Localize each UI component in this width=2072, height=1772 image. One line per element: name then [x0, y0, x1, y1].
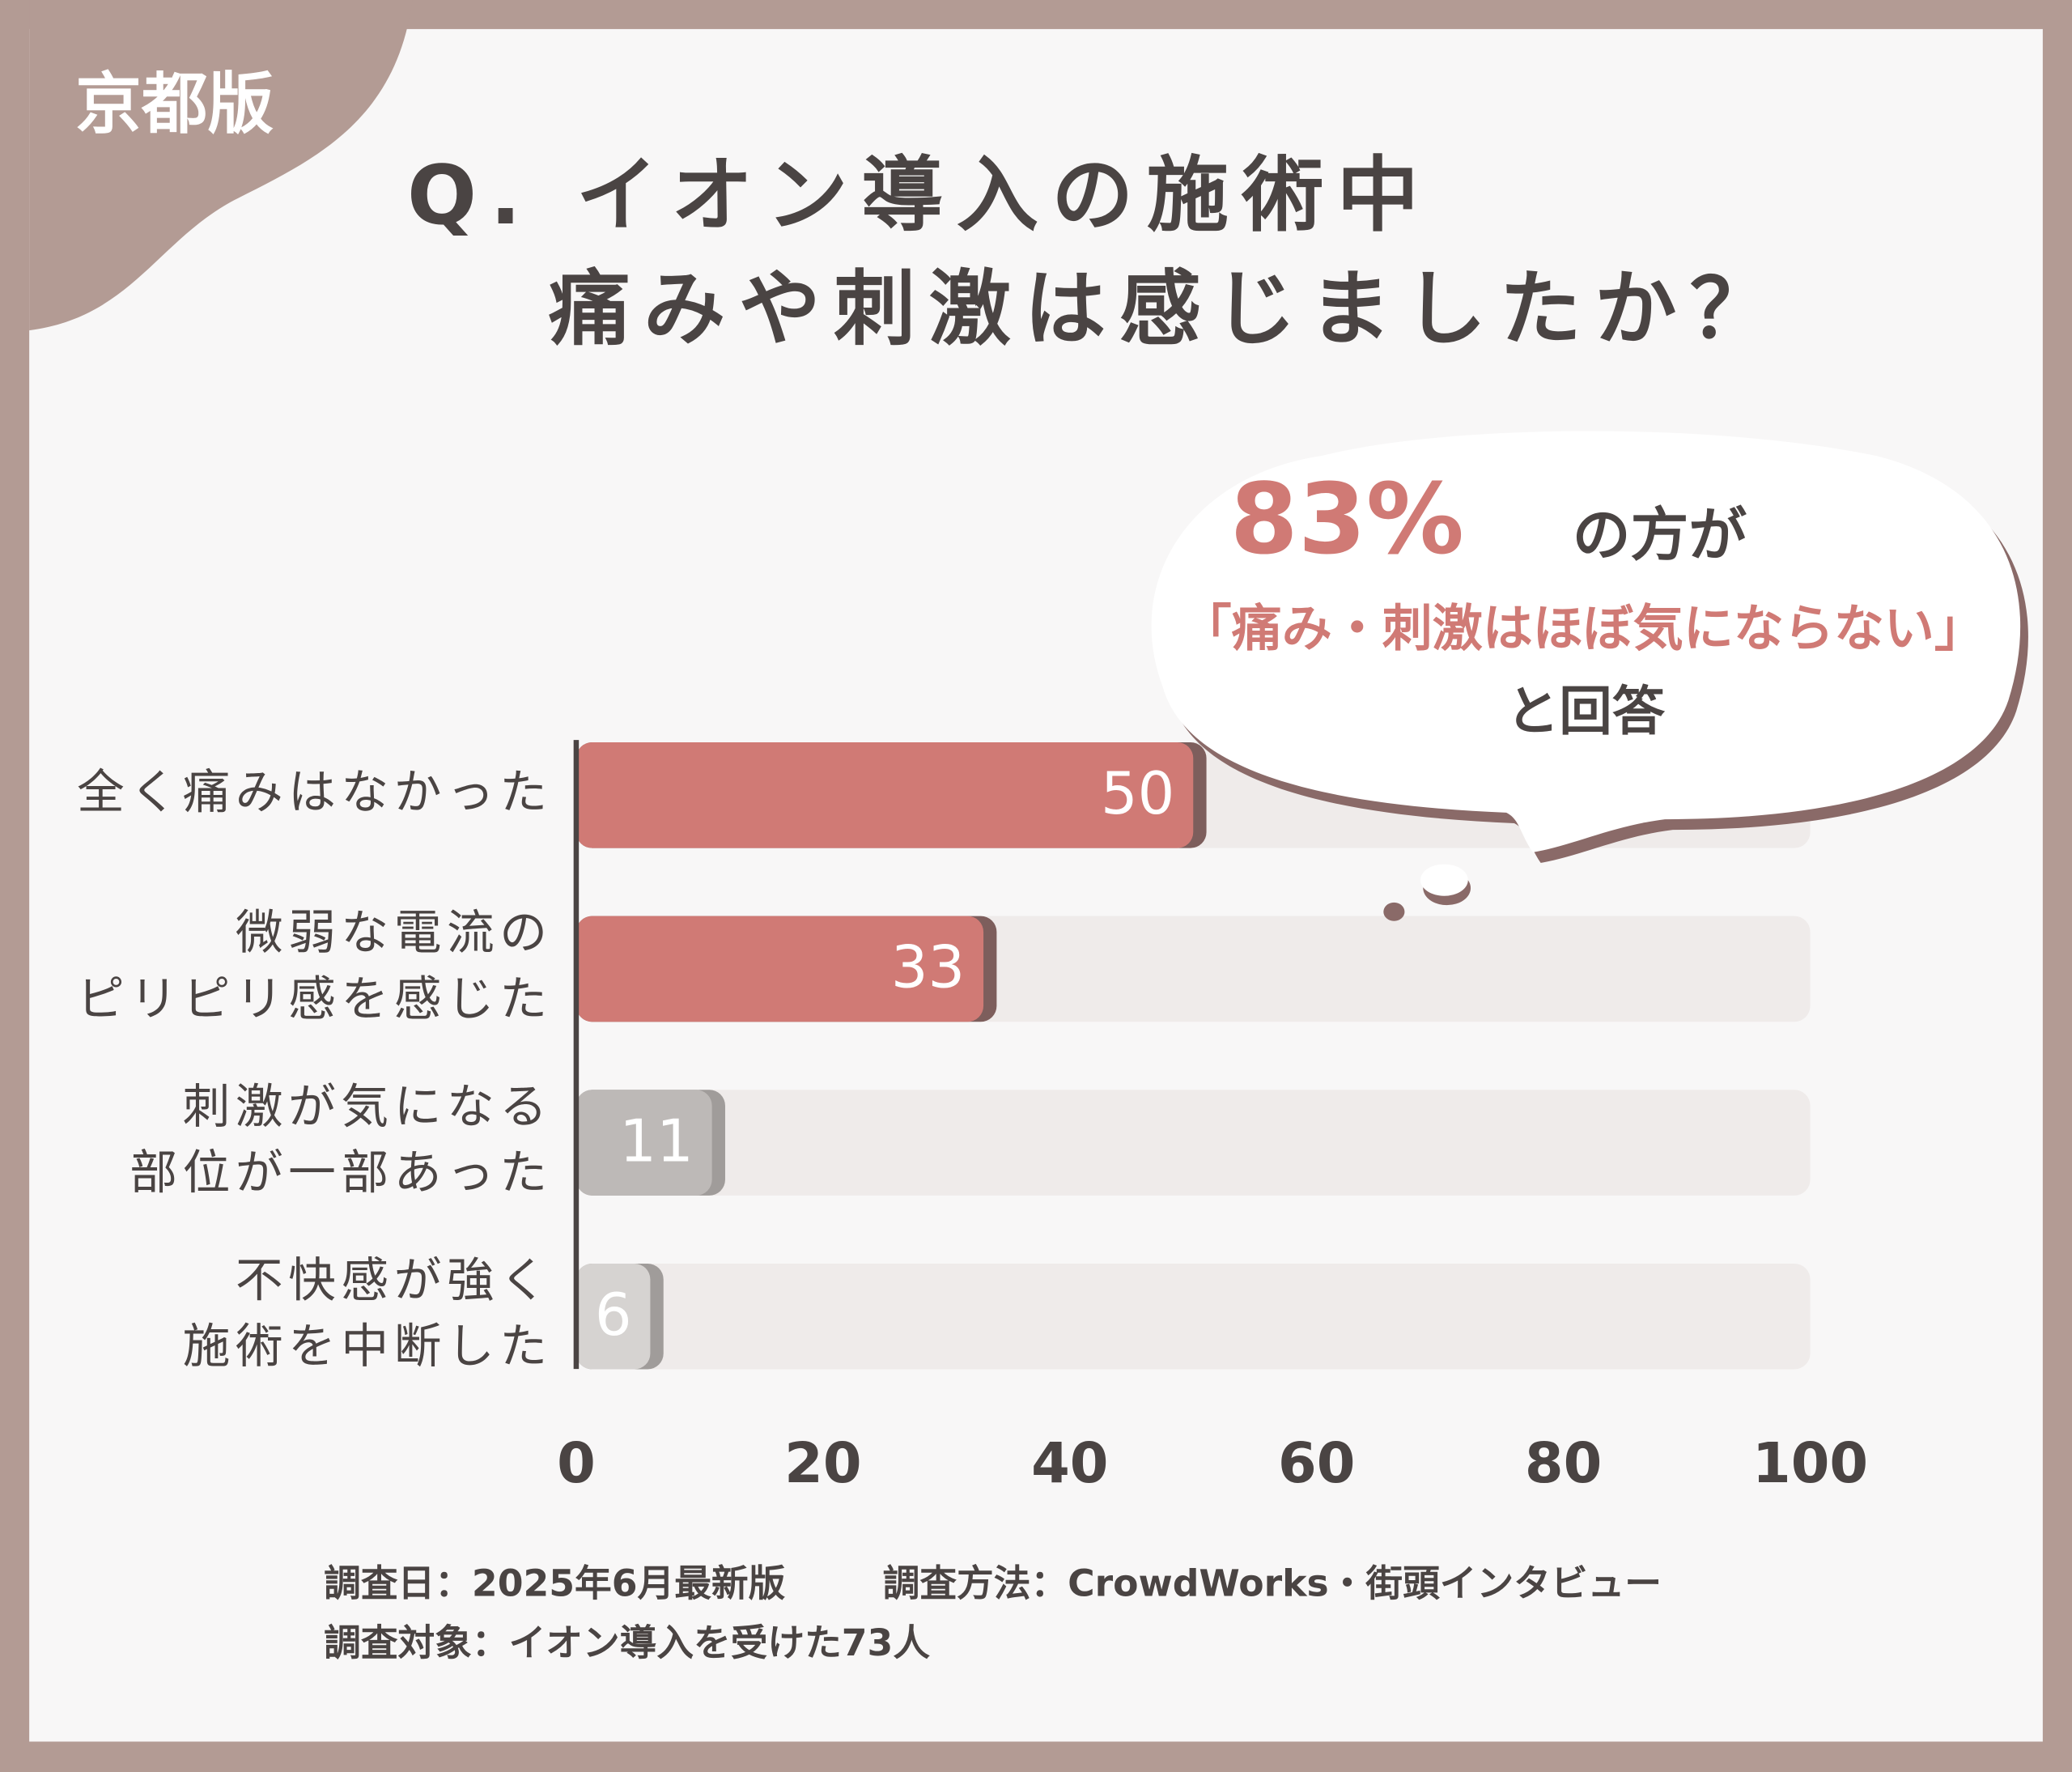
callout-text: の方が [1573, 501, 1747, 569]
y-tick-label: 全く痛みはなかった [77, 763, 553, 819]
bar-track [575, 1263, 1811, 1370]
bar-track [575, 1090, 1811, 1196]
y-tick-label: 部位が一部あった [130, 1145, 552, 1200]
footer: 調査方法：CrowdWorks・街頭インタビュー [883, 1562, 1662, 1604]
callout-bubble [1151, 431, 2021, 852]
x-tick-label: 80 [1525, 1431, 1602, 1496]
x-tick-label: 20 [784, 1431, 861, 1496]
badge: 京都版 [75, 66, 274, 142]
value-label: 50 [1101, 759, 1174, 827]
footer: 調査対象：イオン導入を受けた73人 [324, 1621, 930, 1664]
x-tick-label: 40 [1031, 1431, 1108, 1496]
y-tick-label: 微弱な電流の [236, 904, 553, 960]
callout-tail: と回答 [1506, 681, 1666, 742]
x-tick-label: 100 [1752, 1431, 1868, 1496]
title: 痛みや刺激は感じましたか？ [549, 261, 1785, 356]
bar [575, 742, 1194, 848]
panel [29, 28, 2043, 1742]
value-label: 11 [619, 1107, 693, 1175]
callout-highlight: 83% [1230, 463, 1464, 576]
x-tick-label: 60 [1278, 1431, 1355, 1496]
y-tick-label: 不快感が強く [236, 1252, 553, 1308]
y-tick-label: 施術を中断した [183, 1318, 553, 1374]
x-tick-label: 0 [557, 1431, 596, 1496]
bar [575, 916, 984, 1022]
y-tick-label: ピリピリ感を感じた [77, 971, 553, 1026]
title: Q. イオン導入の施術中 [407, 147, 1432, 243]
footer: 調査日：2025年6月最新版 [324, 1562, 785, 1604]
bubble-dot [1420, 864, 1468, 896]
value-label: 33 [891, 933, 965, 1001]
y-tick-label: 刺激が気になる [183, 1078, 553, 1134]
value-label: 6 [595, 1281, 632, 1349]
bubble-dot [1383, 902, 1405, 921]
callout: 83% の方が 「痛み・刺激はほぼ気にならない」 と回答 [1151, 431, 2028, 921]
callout-quote: 「痛み・刺激はほぼ気にならない」 [1182, 598, 1985, 657]
badge-bg [0, 0, 413, 331]
bar [575, 1263, 651, 1370]
bar [575, 1090, 712, 1196]
